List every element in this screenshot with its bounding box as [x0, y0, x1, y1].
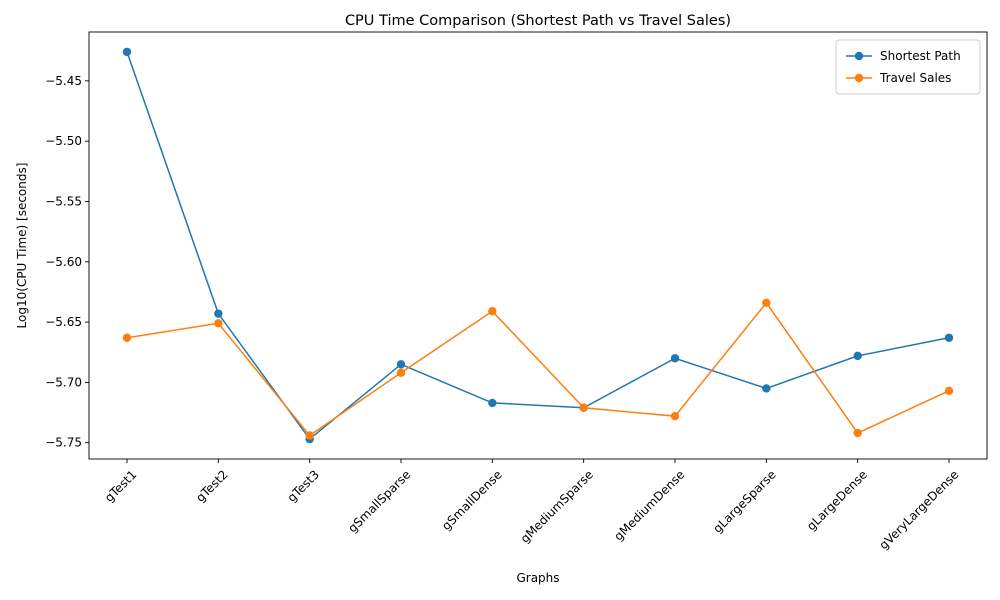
data-point [122, 333, 132, 342]
data-point [853, 351, 862, 361]
data-point [670, 354, 680, 363]
series-layer [122, 47, 954, 444]
legend-box [835, 39, 981, 95]
data-point [762, 384, 771, 393]
y-tick-label: −5.75 [45, 436, 82, 450]
legend-label: Travel Sales [879, 71, 951, 85]
data-point [670, 411, 680, 421]
legend-item: Shortest Path [846, 49, 961, 63]
data-point [396, 360, 406, 369]
data-point [488, 398, 497, 408]
data-point [762, 298, 771, 307]
data-point [396, 368, 406, 377]
legend-marker [854, 73, 864, 83]
axes-frame [88, 31, 988, 460]
data-point [488, 307, 497, 316]
series-line [126, 51, 950, 441]
data-point [214, 309, 223, 318]
data-point [122, 47, 132, 57]
data-point [305, 431, 314, 440]
legend-label: Shortest Path [880, 49, 961, 63]
y-axis-title: Log10(CPU Time) [seconds] [15, 163, 29, 329]
chart-title: CPU Time Comparison (Shortest Path vs Tr… [345, 13, 731, 29]
legend-item: Travel Sales [846, 71, 951, 85]
data-point [579, 403, 588, 412]
y-tick-label: −5.45 [45, 74, 82, 88]
y-tick-label: −5.50 [45, 134, 82, 148]
series-line [126, 301, 950, 437]
y-tick-label: −5.65 [45, 315, 82, 329]
data-point [944, 386, 954, 396]
data-point [214, 319, 223, 328]
data-point [853, 428, 862, 438]
x-axis-title: Graphs [516, 571, 559, 585]
legend: Shortest Path Travel Sales [835, 39, 981, 95]
data-point [944, 333, 954, 342]
y-tick-label: −5.55 [45, 194, 82, 208]
y-tick-label: −5.60 [45, 255, 82, 269]
series-travel-sales [122, 298, 954, 440]
legend-marker [854, 51, 864, 61]
y-tick-label: −5.70 [45, 375, 82, 389]
